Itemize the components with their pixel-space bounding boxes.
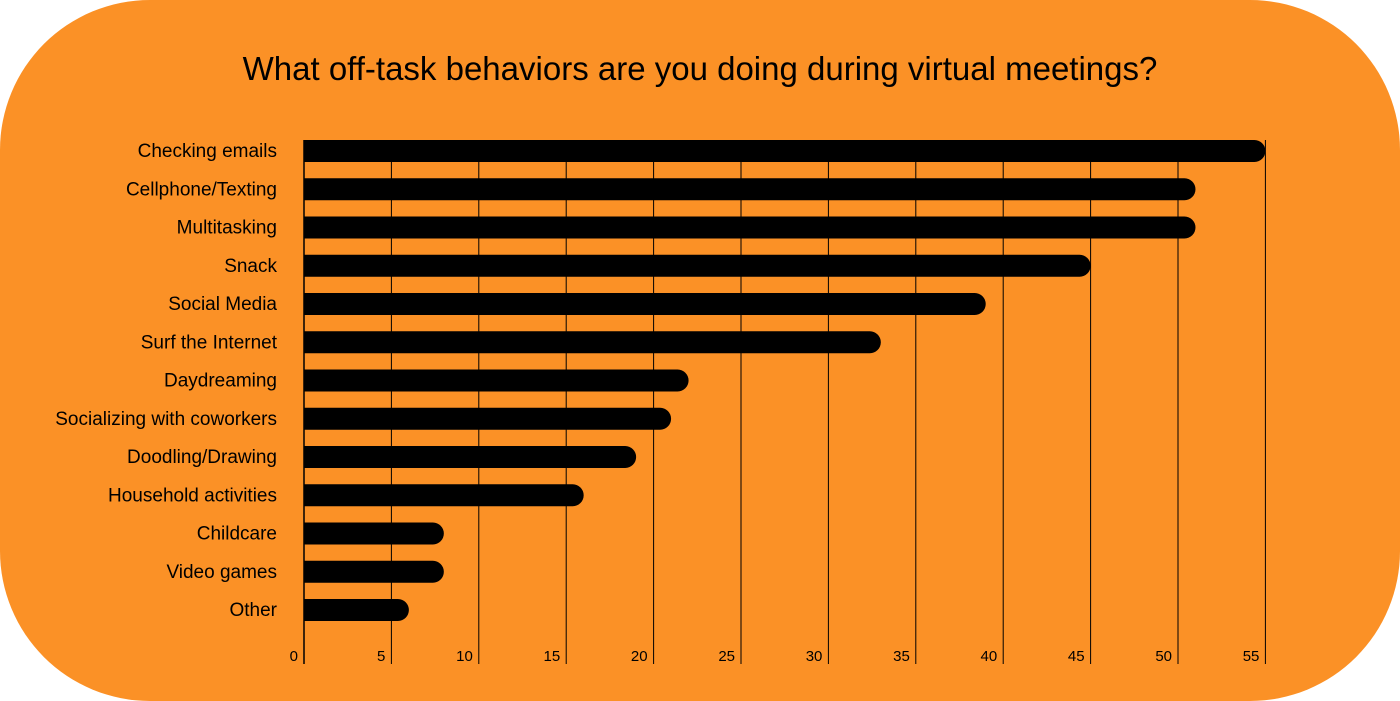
category-label: Cellphone/Texting xyxy=(126,179,277,200)
bar xyxy=(304,560,444,583)
bar xyxy=(304,407,672,430)
category-label: Doodling/Drawing xyxy=(127,447,277,468)
chart-title: What off-task behaviors are you doing du… xyxy=(242,50,1158,87)
bar xyxy=(304,599,409,621)
x-tick-label: 35 xyxy=(893,648,910,665)
category-label: Other xyxy=(229,600,277,621)
category-label: Multitasking xyxy=(177,218,277,239)
x-tick-label: 55 xyxy=(1243,648,1260,665)
x-tick-label: 15 xyxy=(544,648,561,665)
bar xyxy=(304,254,1091,277)
bar xyxy=(304,216,1196,239)
category-label: Socializing with coworkers xyxy=(55,409,277,430)
x-tick-label: 10 xyxy=(456,648,473,665)
bar xyxy=(304,446,637,468)
category-label: Childcare xyxy=(197,524,277,545)
bars xyxy=(304,140,1266,621)
category-label: Surf the Internet xyxy=(141,332,278,353)
x-axis-tick-labels: 0 5 10 15 20 25 30 35 40 45 50 55 xyxy=(290,648,1260,665)
category-label: Snack xyxy=(224,256,277,277)
bar xyxy=(304,293,986,315)
bar xyxy=(304,522,444,545)
category-label: Daydreaming xyxy=(164,371,277,392)
bar xyxy=(304,331,881,354)
x-tick-label: 5 xyxy=(377,648,385,665)
x-tick-label: 45 xyxy=(1068,648,1085,665)
category-label: Social Media xyxy=(168,294,277,315)
category-labels: Checking emails Cellphone/Texting Multitas… xyxy=(55,141,277,621)
x-tick-label: 25 xyxy=(718,648,735,665)
bar xyxy=(304,369,689,392)
x-tick-label: 30 xyxy=(806,648,823,665)
category-label: Household activities xyxy=(108,485,277,506)
bar xyxy=(304,140,1266,162)
bar xyxy=(304,178,1196,201)
x-tick-label: 50 xyxy=(1155,648,1172,665)
category-label: Video games xyxy=(166,562,277,583)
category-label: Checking emails xyxy=(138,141,277,162)
x-tick-label: 0 xyxy=(290,648,298,665)
x-tick-label: 20 xyxy=(631,648,648,665)
x-tick-label: 40 xyxy=(981,648,998,665)
bar xyxy=(304,484,584,507)
